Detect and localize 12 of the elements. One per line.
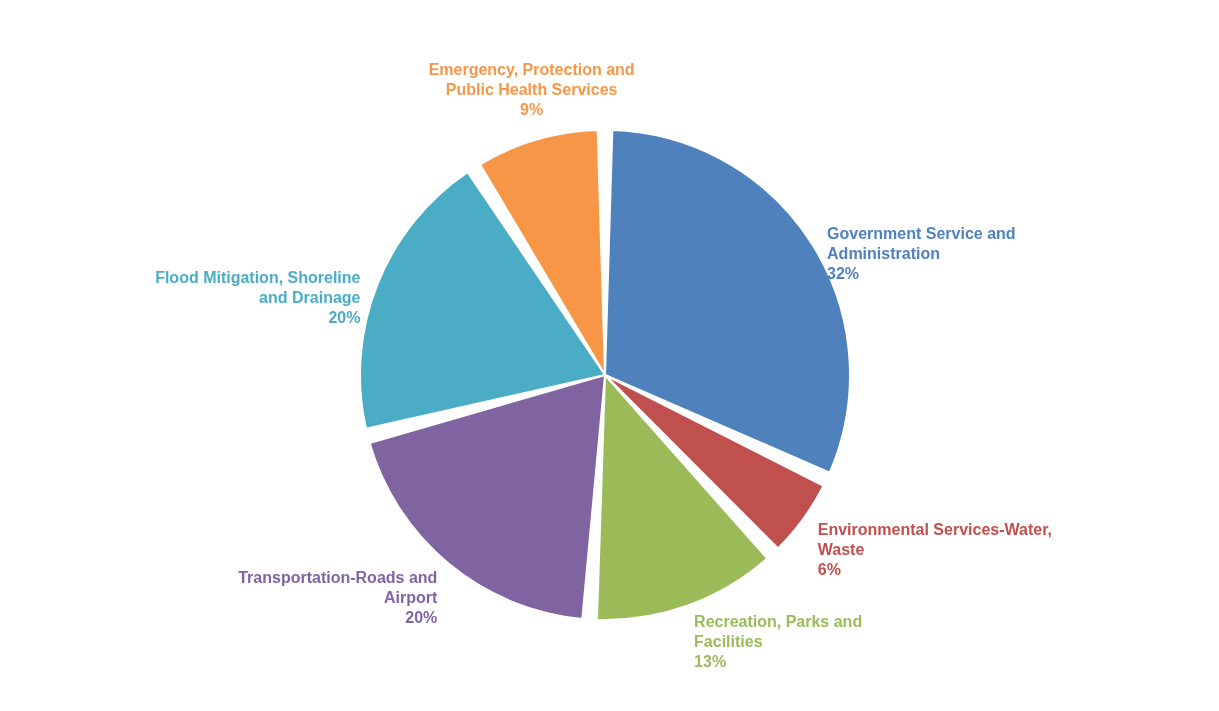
slice-label: Environmental Services-Water, Waste — [817, 520, 1052, 558]
data-label: 20% — [405, 608, 438, 626]
slice-label: Transportation-Roads and Airport — [238, 568, 439, 606]
data-label: 9% — [520, 101, 544, 119]
data-label: 13% — [694, 653, 727, 671]
slice-label: Emergency, Protection and Public Health Services — [428, 61, 635, 99]
data-label: 20% — [328, 309, 361, 327]
slice-label: Recreation, Parks and Facilities — [694, 613, 863, 651]
slice-label: Flood Mitigation, Shoreline and Drainage — [155, 269, 361, 307]
data-label: 32% — [827, 265, 860, 283]
data-label: 6% — [817, 560, 841, 578]
slice-label: Government Service and Administration — [827, 225, 1016, 263]
